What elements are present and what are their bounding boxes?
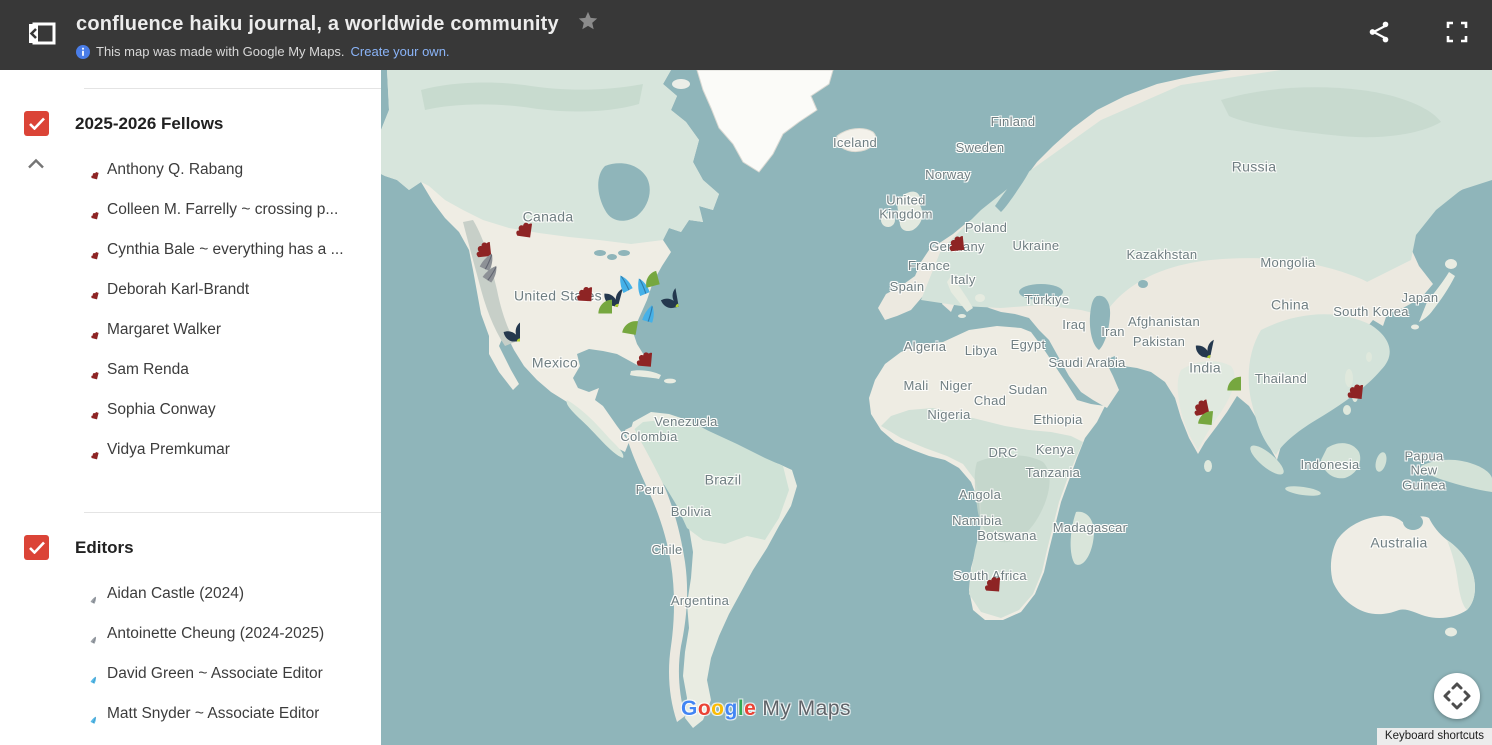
- item-marker-icon: [83, 664, 101, 683]
- chevron-up-icon: [28, 158, 44, 169]
- my-maps-label: My Maps: [762, 697, 852, 720]
- fullscreen-button[interactable]: [1440, 16, 1474, 50]
- legend-item[interactable]: Matt Snyder ~ Associate Editor: [86, 694, 381, 734]
- legend-item[interactable]: Vidya Premkumar: [86, 430, 381, 470]
- item-label: Cynthia Bale ~ everything has a ...: [107, 241, 344, 258]
- map-canvas[interactable]: Canada United States Mexico Venezuela Colomb…: [381, 70, 1492, 745]
- item-label: Deborah Karl-Brandt: [107, 281, 250, 298]
- item-label: Sam Renda: [107, 361, 189, 378]
- star-icon[interactable]: [577, 10, 599, 37]
- fullscreen-icon: [1446, 21, 1468, 42]
- collapse-panel-button[interactable]: [24, 17, 60, 53]
- marker-leaf-icon[interactable]: [1331, 366, 1364, 404]
- legend-item[interactable]: David Green ~ Associate Editor: [86, 654, 381, 694]
- legend-item[interactable]: Colleen M. Farrelly ~ crossing p...: [86, 190, 381, 230]
- google-logo: Google: [681, 697, 757, 720]
- layer-checkbox[interactable]: [24, 111, 49, 136]
- marker-leaf-icon[interactable]: [621, 334, 654, 371]
- marker-leaf-icon[interactable]: [500, 204, 535, 243]
- item-label: Anthony Q. Rabang: [107, 161, 244, 178]
- legend-item[interactable]: Cynthia Bale ~ everything has a ...: [86, 230, 381, 270]
- item-label: Aidan Castle (2024): [107, 585, 244, 602]
- legend-panel: 2025-2026 Fellows Anthony Q. Rabang Coll…: [0, 70, 381, 745]
- collapse-layer-button[interactable]: [26, 158, 46, 173]
- marker-leaf-icon[interactable]: [969, 559, 1001, 596]
- check-icon: [28, 541, 45, 554]
- item-marker-icon: [83, 624, 101, 643]
- check-icon: [28, 117, 45, 130]
- item-label: Colleen M. Farrelly ~ crossing p...: [107, 201, 339, 218]
- legend-item[interactable]: Anthony Q. Rabang: [86, 150, 381, 190]
- google-my-maps-watermark[interactable]: Google My Maps: [681, 697, 851, 721]
- share-icon: [1369, 21, 1389, 42]
- header-bar: confluence haiku journal, a worldwide co…: [0, 0, 1492, 70]
- collapse-panel-icon: [29, 22, 56, 44]
- share-button[interactable]: [1362, 16, 1396, 50]
- pan-control[interactable]: [1434, 673, 1480, 719]
- item-marker-icon: [84, 321, 100, 339]
- world-terrain: [381, 70, 1492, 745]
- item-marker-icon: [84, 441, 100, 459]
- map-title: confluence haiku journal, a worldwide co…: [76, 13, 559, 35]
- marker-leaf-icon[interactable]: [931, 220, 964, 258]
- legend-item[interactable]: Sam Renda: [86, 350, 381, 390]
- legend-item[interactable]: Margaret Walker: [86, 310, 381, 350]
- legend-item[interactable]: Deborah Karl-Brandt: [86, 270, 381, 310]
- create-your-own-link[interactable]: Create your own.: [350, 44, 450, 59]
- marker-crescent-icon[interactable]: [1181, 392, 1214, 430]
- item-marker-icon: [84, 401, 100, 419]
- marker-crescent-icon[interactable]: [1211, 361, 1241, 396]
- layer-title: Editors: [75, 537, 134, 557]
- marker-flower-icon[interactable]: [480, 302, 520, 347]
- layer-section-fellows: 2025-2026 Fellows Anthony Q. Rabang Coll…: [0, 89, 381, 494]
- marker-crescent-icon[interactable]: [582, 284, 612, 319]
- item-marker-icon: [83, 584, 101, 603]
- legend-item[interactable]: Sophia Conway: [86, 390, 381, 430]
- keyboard-shortcuts-button[interactable]: Keyboard shortcuts: [1376, 728, 1492, 745]
- item-marker-icon: [83, 704, 101, 723]
- item-marker-icon: [84, 201, 100, 219]
- made-with-text: This map was made with Google My Maps.: [96, 44, 345, 59]
- item-label: Antoinette Cheung (2024-2025): [107, 625, 325, 642]
- item-marker-icon: [84, 161, 100, 179]
- item-label: Margaret Walker: [107, 321, 221, 338]
- item-label: Sophia Conway: [107, 401, 216, 418]
- pan-arrows-icon: [1443, 682, 1471, 710]
- marker-crescent-icon[interactable]: [605, 300, 641, 340]
- info-icon: [76, 44, 90, 59]
- layer-checkbox[interactable]: [24, 535, 49, 560]
- legend-item[interactable]: Aidan Castle (2024): [86, 574, 381, 614]
- divider: [84, 512, 381, 513]
- item-label: Matt Snyder ~ Associate Editor: [107, 705, 320, 722]
- divider: [84, 88, 381, 89]
- legend-item[interactable]: Antoinette Cheung (2024-2025): [86, 614, 381, 654]
- item-label: Vidya Premkumar: [107, 441, 230, 458]
- item-marker-icon: [84, 361, 100, 379]
- item-marker-icon: [84, 281, 100, 299]
- item-label: David Green ~ Associate Editor: [107, 665, 323, 682]
- layer-title: 2025-2026 Fellows: [75, 113, 224, 133]
- layer-section-editors: Editors Aidan Castle (2024) Antoinette C…: [0, 513, 381, 745]
- item-marker-icon: [84, 241, 100, 259]
